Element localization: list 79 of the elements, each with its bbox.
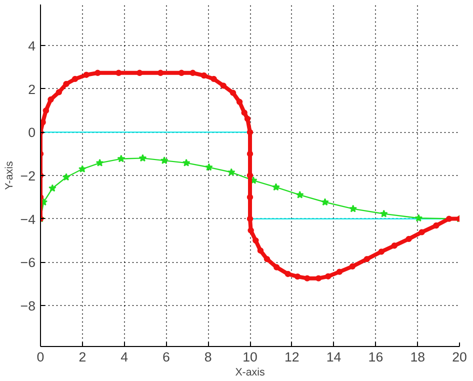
point <box>274 264 280 270</box>
point <box>391 242 398 249</box>
x-axis-title: X-axis <box>235 366 265 378</box>
point <box>380 210 388 218</box>
point <box>116 70 122 76</box>
y-tick-label: −8 <box>20 298 36 314</box>
point <box>246 150 254 157</box>
x-tick-label: 18 <box>410 350 426 364</box>
point <box>42 107 50 114</box>
point <box>246 216 254 222</box>
point <box>272 183 280 191</box>
x-tick-label: 4 <box>120 350 129 364</box>
x-tick-label: 12 <box>284 350 300 364</box>
point <box>210 76 217 82</box>
point <box>40 119 46 126</box>
point <box>264 256 270 262</box>
point <box>205 163 213 171</box>
point <box>182 158 190 166</box>
point <box>321 198 329 206</box>
point <box>364 256 370 262</box>
point <box>294 273 301 280</box>
point <box>248 227 254 234</box>
point <box>433 222 440 229</box>
point <box>336 268 343 275</box>
point <box>48 96 54 103</box>
point <box>246 194 254 200</box>
y-tick-label: −4 <box>20 212 36 227</box>
x-tick-label: 2 <box>78 350 86 364</box>
x-tick-label: 16 <box>368 350 384 364</box>
x-tick-label: 14 <box>326 350 342 364</box>
point <box>48 184 56 192</box>
x-tick-label: 10 <box>242 350 258 364</box>
point <box>136 70 143 76</box>
point <box>160 156 168 164</box>
point <box>96 158 104 166</box>
point <box>446 216 452 222</box>
x-tick-label: 8 <box>204 350 212 364</box>
point <box>325 273 332 280</box>
point <box>257 248 264 254</box>
point <box>252 237 259 244</box>
point <box>94 70 101 76</box>
y-tick-label: −2 <box>20 168 36 184</box>
point <box>63 80 70 88</box>
y-tick-label: 2 <box>28 82 36 97</box>
point <box>241 110 248 116</box>
point <box>190 70 196 76</box>
point <box>304 275 310 282</box>
y-tick-label: −6 <box>20 255 36 270</box>
point <box>284 270 292 278</box>
point <box>378 248 384 255</box>
point <box>236 98 243 105</box>
point <box>56 89 62 96</box>
x-tick-label: 6 <box>162 350 170 364</box>
point <box>349 204 358 212</box>
point <box>157 70 164 76</box>
point <box>315 275 322 282</box>
point <box>414 214 423 222</box>
y-tick-label: 0 <box>28 125 36 140</box>
point <box>62 173 70 181</box>
y-axis-title: Y-axis <box>3 161 16 190</box>
point <box>227 168 236 176</box>
point <box>349 263 356 270</box>
x-tick-label: 20 <box>452 350 467 364</box>
point <box>230 90 236 96</box>
point <box>296 190 304 198</box>
point <box>78 164 86 172</box>
point <box>246 129 254 136</box>
point <box>246 172 254 179</box>
point <box>406 236 412 242</box>
point <box>117 154 126 162</box>
point <box>72 76 78 82</box>
point <box>220 82 226 89</box>
point <box>178 70 185 76</box>
y-tick-label: 4 <box>28 38 36 54</box>
point <box>138 154 147 162</box>
point <box>244 116 251 122</box>
point <box>418 229 425 236</box>
point <box>200 72 208 79</box>
point <box>83 72 90 78</box>
